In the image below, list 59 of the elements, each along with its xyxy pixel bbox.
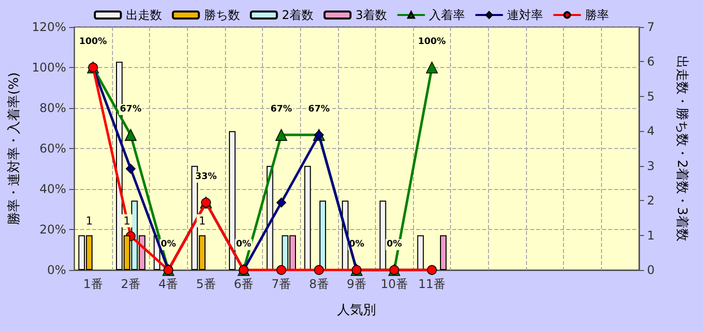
- point: [426, 62, 438, 74]
- x-tick-label: 6番: [234, 277, 254, 291]
- y-tick-label: 80%: [40, 101, 66, 115]
- y-tick-label: 100%: [32, 60, 66, 74]
- x-tick-label: 10番: [380, 277, 408, 291]
- legend-label: 勝率: [585, 8, 610, 22]
- y2-tick-label: 7: [647, 20, 655, 34]
- x-tick-label: 1番: [83, 277, 103, 291]
- legend-label: 連対率: [507, 8, 544, 22]
- x-tick-label: 11番: [418, 277, 446, 291]
- y-axis-title: 勝率・連対率・入着率(%): [6, 72, 22, 225]
- data-label: 67%: [308, 104, 330, 115]
- legend-label: 入着率: [429, 8, 466, 22]
- y2-tick-label: 4: [647, 124, 655, 138]
- data-label: 67%: [270, 104, 292, 115]
- y2-tick-label: 1: [647, 228, 655, 242]
- legend-label: 勝ち数: [204, 8, 240, 22]
- y2-tick-label: 0: [647, 263, 655, 277]
- bar: [417, 235, 424, 270]
- x-axis-title: 人気別: [337, 303, 376, 318]
- x-tick-label: 9番: [346, 277, 366, 291]
- bar: [380, 200, 386, 270]
- x-tick-label: 5番: [196, 277, 216, 291]
- bar: [440, 235, 447, 270]
- legend-label: 2着数: [282, 8, 314, 22]
- data-label: 100%: [79, 37, 107, 48]
- data-label: 1: [123, 214, 130, 228]
- y2-tick-label: 2: [647, 194, 655, 208]
- point: [124, 129, 137, 141]
- y-tick-label: 60%: [40, 142, 66, 156]
- x-tick-label: 4番: [158, 277, 178, 291]
- y-tick-label: 120%: [32, 20, 66, 34]
- legend-label: 出走数: [126, 8, 162, 22]
- y-tick-label: 0%: [47, 263, 66, 277]
- data-label: 0%: [160, 240, 176, 250]
- bar: [304, 166, 311, 270]
- data-label: 0%: [386, 240, 402, 250]
- legend-label: 3着数: [356, 8, 388, 22]
- x-tick-label: 2番: [120, 277, 141, 291]
- point: [275, 129, 288, 141]
- bar: [228, 131, 236, 270]
- y-tick-label: 40%: [40, 182, 66, 196]
- data-label: 1: [86, 214, 93, 228]
- y2-tick-label: 3: [647, 158, 655, 173]
- data-label: 0%: [236, 240, 252, 250]
- y-tick-label: 20%: [40, 222, 66, 236]
- x-tick-label: 8番: [309, 277, 329, 291]
- data-label: 67%: [120, 104, 142, 115]
- point: [276, 198, 286, 208]
- y2-axis-title: 出走数・勝ち数・2着数・3着数: [674, 56, 690, 242]
- data-label: 1: [198, 214, 206, 228]
- data-label: 33%: [195, 172, 217, 182]
- y2-tick-label: 5: [647, 89, 655, 104]
- point: [314, 265, 324, 275]
- data-label: 100%: [418, 37, 446, 48]
- y2-tick-label: 6: [647, 54, 655, 69]
- point: [126, 164, 136, 174]
- x-tick-label: 7番: [271, 277, 292, 291]
- point: [276, 265, 286, 275]
